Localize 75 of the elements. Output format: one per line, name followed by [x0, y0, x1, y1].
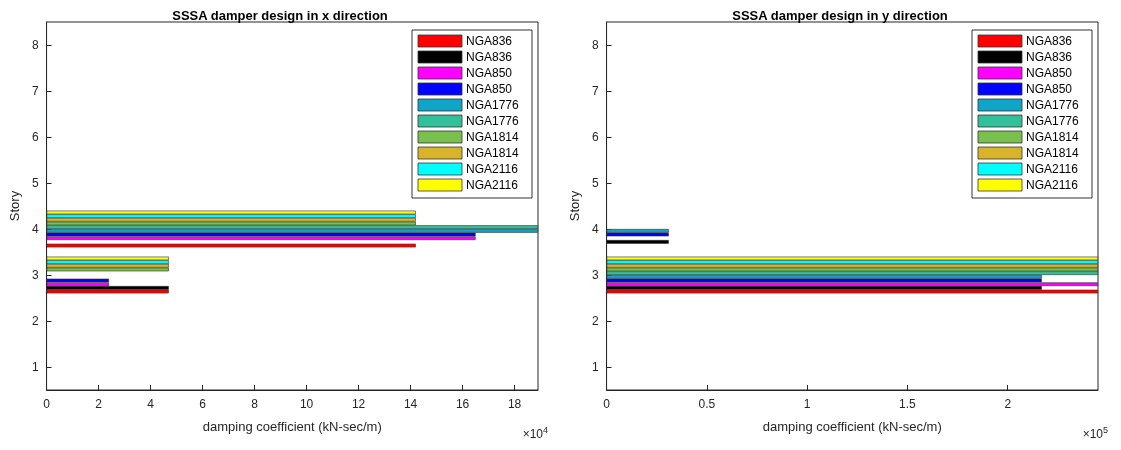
- x-tick-label: 10: [299, 397, 314, 411]
- y-tick-label: 7: [31, 84, 39, 98]
- legend-label: NGA836: [1026, 34, 1073, 48]
- bar: [46, 214, 416, 218]
- x-tick-label: 16: [455, 397, 470, 411]
- y-tick-label: 1: [31, 360, 39, 374]
- chart-title: SSSA damper design in x direction: [172, 8, 388, 23]
- legend-label: NGA1776: [466, 114, 520, 128]
- bar: [46, 225, 538, 229]
- legend-label: NGA1776: [1026, 98, 1080, 112]
- legend-label: NGA2116: [1026, 178, 1079, 192]
- bar: [606, 267, 1098, 272]
- y-tick-label: 1: [591, 360, 599, 374]
- bar: [606, 271, 1098, 275]
- bar: [46, 236, 476, 241]
- x-tick-label: 4: [147, 397, 155, 411]
- legend-label: NGA850: [1026, 66, 1073, 80]
- legend-label: NGA850: [466, 82, 513, 96]
- bar: [46, 260, 169, 264]
- bar: [46, 267, 169, 272]
- x-tick-label: 1.5: [899, 397, 917, 411]
- x-axis-title: damping coefficient (kN-sec/m): [762, 419, 942, 434]
- bar: [606, 289, 1098, 294]
- y-tick-label: 4: [591, 222, 599, 236]
- legend-label: NGA850: [1026, 82, 1073, 96]
- bar: [606, 240, 669, 244]
- x-tick-label: 2: [1004, 397, 1012, 411]
- bar: [606, 256, 1098, 261]
- bar: [46, 289, 169, 294]
- chart-title: SSSA damper design in y direction: [732, 8, 948, 23]
- x-tick-label: 8: [251, 397, 259, 411]
- bar: [46, 210, 416, 215]
- legend-label: NGA1814: [1026, 130, 1080, 144]
- y-tick-label: 2: [31, 314, 39, 328]
- bar: [606, 232, 669, 237]
- x-tick-label: 6: [199, 397, 207, 411]
- legend-label: NGA1776: [466, 98, 520, 112]
- legend-label: NGA2116: [1026, 162, 1079, 176]
- legend-label: NGA2116: [466, 162, 519, 176]
- legend-label: NGA850: [466, 66, 513, 80]
- legend-label: NGA1814: [466, 146, 520, 160]
- legend-label: NGA836: [466, 50, 513, 64]
- legend-label: NGA1814: [466, 130, 520, 144]
- x-axis-title: damping coefficient (kN-sec/m): [202, 419, 382, 434]
- y-axis-title: Story: [7, 190, 22, 222]
- y-tick-label: 4: [31, 222, 39, 236]
- legend-label: NGA1814: [1026, 146, 1080, 160]
- x-tick-label: 0: [603, 397, 611, 411]
- y-tick-label: 7: [591, 84, 599, 98]
- bar: [46, 243, 416, 248]
- x-tick-label: 2: [95, 397, 103, 411]
- legend-label: NGA836: [1026, 50, 1073, 64]
- x-tick-label: 0.5: [698, 397, 716, 411]
- y-tick-label: 3: [31, 268, 39, 282]
- y-tick-label: 2: [591, 314, 599, 328]
- y-tick-label: 6: [591, 130, 599, 144]
- y-tick-label: 3: [591, 268, 599, 282]
- x-tick-label: 18: [507, 397, 522, 411]
- x-tick-label: 14: [403, 397, 418, 411]
- legend-label: NGA1776: [1026, 114, 1080, 128]
- legend-label: NGA836: [466, 34, 513, 48]
- bar: [606, 260, 1098, 264]
- x-tick-label: 12: [351, 397, 366, 411]
- y-axis-title: Story: [567, 190, 582, 222]
- legend-label: NGA2116: [466, 178, 519, 192]
- x-tick-label: 1: [803, 397, 811, 411]
- y-tick-label: 5: [591, 176, 599, 190]
- y-tick-label: 8: [31, 38, 39, 52]
- bar: [46, 256, 169, 261]
- y-tick-label: 5: [31, 176, 39, 190]
- x-tick-label: 0: [43, 397, 51, 411]
- bar: [46, 278, 109, 283]
- bar: [606, 282, 1098, 287]
- y-tick-label: 6: [31, 130, 39, 144]
- y-tick-label: 8: [591, 38, 599, 52]
